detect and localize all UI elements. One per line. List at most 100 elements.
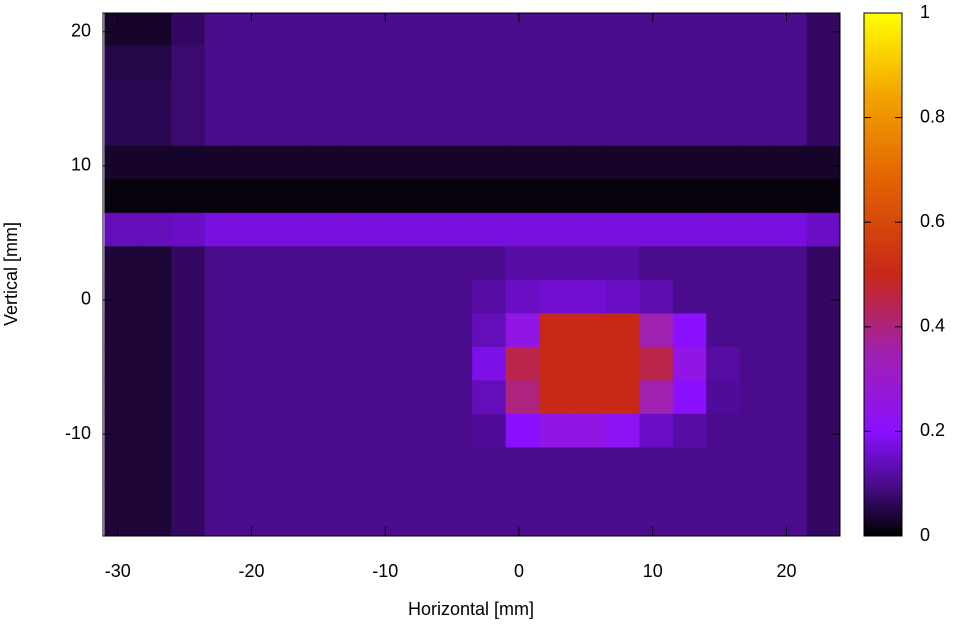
heatmap-cell xyxy=(672,380,707,415)
heatmap-cell xyxy=(472,246,507,281)
heatmap-cell xyxy=(371,112,406,147)
heatmap xyxy=(104,13,840,536)
heatmap-cell xyxy=(672,313,707,348)
heatmap-cell xyxy=(505,13,540,46)
colorbar-tick-label: 0.8 xyxy=(920,106,945,126)
heatmap-cell xyxy=(171,380,206,415)
heatmap-cell xyxy=(104,413,139,448)
heatmap-cell xyxy=(371,279,406,314)
heatmap-cell xyxy=(806,313,840,348)
heatmap-cell xyxy=(271,179,306,214)
heatmap-cell xyxy=(405,45,440,80)
heatmap-cell xyxy=(806,481,840,516)
heatmap-cell xyxy=(438,447,473,482)
heatmap-cell xyxy=(438,313,473,348)
heatmap-cell xyxy=(773,45,808,80)
heatmap-cell xyxy=(371,212,406,247)
heatmap-cell xyxy=(438,212,473,247)
heatmap-cell xyxy=(137,145,172,180)
heatmap-cell xyxy=(438,78,473,113)
heatmap-cell xyxy=(438,179,473,214)
heatmap-cell xyxy=(137,179,172,214)
colorbar-tick-label: 0.4 xyxy=(920,316,945,336)
heatmap-cell xyxy=(405,313,440,348)
heatmap-cell xyxy=(672,514,707,536)
heatmap-cell xyxy=(137,78,172,113)
heatmap-cell xyxy=(739,13,774,46)
heatmap-cell xyxy=(706,413,741,448)
heatmap-cell xyxy=(773,313,808,348)
heatmap-cell xyxy=(739,514,774,536)
heatmap-cell xyxy=(271,380,306,415)
heatmap-cell xyxy=(739,279,774,314)
heatmap-cell xyxy=(137,212,172,247)
heatmap-cell xyxy=(238,313,273,348)
heatmap-cell xyxy=(539,313,573,348)
heatmap-cell xyxy=(204,413,239,448)
heatmap-cell xyxy=(204,145,239,180)
heatmap-cell xyxy=(472,13,507,46)
heatmap-cell xyxy=(773,13,808,46)
heatmap-cell xyxy=(539,447,573,482)
heatmap-cell xyxy=(171,112,206,147)
heatmap-cell xyxy=(204,346,239,381)
heatmap-cell xyxy=(405,413,440,448)
heatmap-cell xyxy=(472,447,507,482)
heatmap-cell xyxy=(238,78,273,113)
heatmap-cell xyxy=(773,413,808,448)
x-tick-label: 20 xyxy=(776,561,796,581)
heatmap-cell xyxy=(338,145,373,180)
heatmap-cell xyxy=(806,145,840,180)
heatmap-cell xyxy=(371,346,406,381)
heatmap-cell xyxy=(405,346,440,381)
heatmap-cell xyxy=(405,112,440,147)
heatmap-cell xyxy=(371,13,406,46)
heatmap-cell xyxy=(171,179,206,214)
heatmap-cell xyxy=(371,447,406,482)
heatmap-cell xyxy=(104,279,139,314)
heatmap-cell xyxy=(773,447,808,482)
heatmap-cell xyxy=(371,313,406,348)
heatmap-cell xyxy=(672,481,707,516)
heatmap-cell xyxy=(271,447,306,482)
heatmap-cell xyxy=(204,514,239,536)
heatmap-cell xyxy=(472,481,507,516)
heatmap-cell xyxy=(238,346,273,381)
heatmap-cell xyxy=(639,346,674,381)
heatmap-cell xyxy=(238,246,273,281)
heatmap-cell xyxy=(773,279,808,314)
heatmap-cell xyxy=(171,447,206,482)
heatmap-cell xyxy=(171,413,206,448)
heatmap-cell xyxy=(806,13,840,46)
heatmap-cell xyxy=(338,413,373,448)
heatmap-cell xyxy=(773,246,808,281)
x-tick-label: 0 xyxy=(514,561,524,581)
heatmap-cell xyxy=(371,45,406,80)
heatmap-cell xyxy=(472,179,507,214)
heatmap-cell xyxy=(739,447,774,482)
heatmap-cell xyxy=(605,313,640,348)
heatmap-cell xyxy=(739,212,774,247)
heatmap-cell xyxy=(639,13,674,46)
heatmap-cell xyxy=(472,313,507,348)
colorbar-tick-label: 1 xyxy=(920,2,930,22)
heatmap-cell xyxy=(238,514,273,536)
heatmap-cell xyxy=(338,447,373,482)
heatmap-cell xyxy=(639,212,674,247)
heatmap-cell xyxy=(271,346,306,381)
heatmap-cell xyxy=(338,346,373,381)
heatmap-cell xyxy=(304,45,339,80)
heatmap-cell xyxy=(739,380,774,415)
heatmap-cell xyxy=(572,514,607,536)
heatmap-cell xyxy=(405,13,440,46)
heatmap-cell xyxy=(271,145,306,180)
heatmap-cell xyxy=(371,380,406,415)
heatmap-cell xyxy=(104,246,139,281)
heatmap-cell xyxy=(639,380,674,415)
x-axis-label: Horizontal [mm] xyxy=(408,599,534,619)
heatmap-cell xyxy=(572,413,607,448)
heatmap-cell xyxy=(304,246,339,281)
heatmap-cell xyxy=(472,346,507,381)
heatmap-cell xyxy=(505,481,540,516)
y-tick-label: 20 xyxy=(71,21,91,41)
